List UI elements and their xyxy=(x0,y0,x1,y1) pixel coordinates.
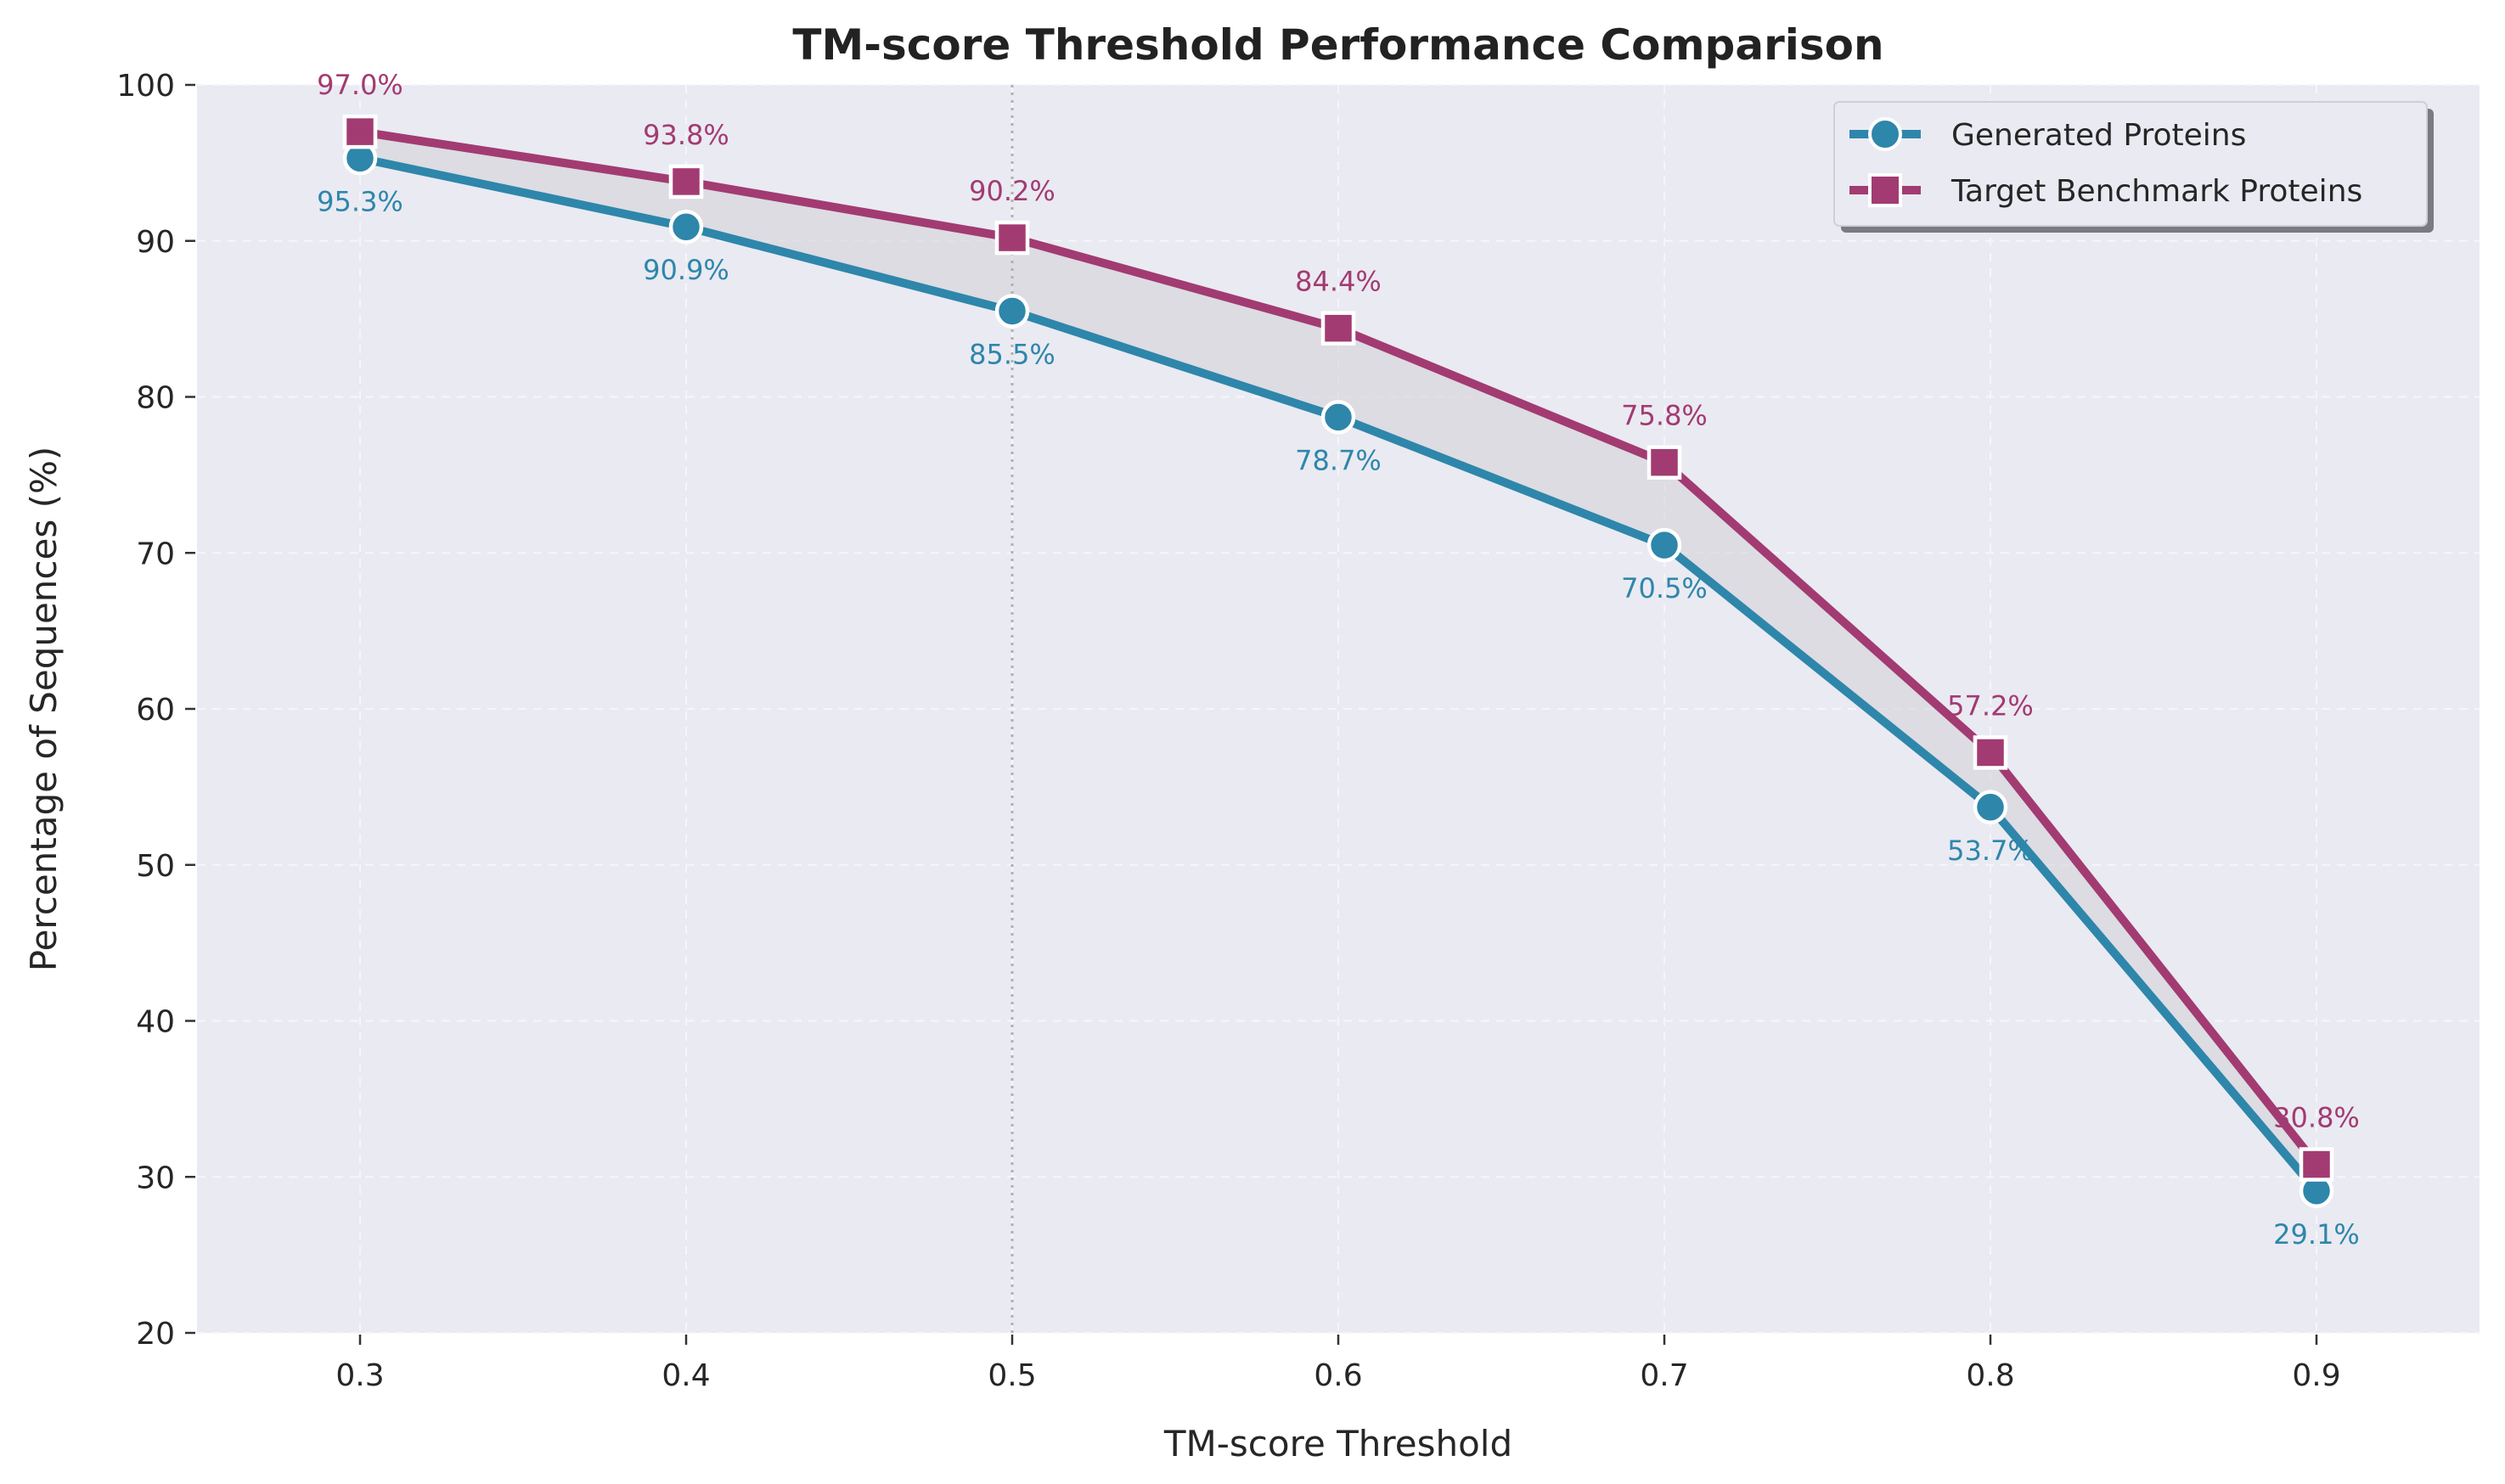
data-label: 95.3% xyxy=(317,185,403,217)
data-point-target xyxy=(668,164,704,200)
data-point-generated xyxy=(994,294,1030,329)
data-label: 97.0% xyxy=(317,69,403,101)
data-point-target xyxy=(2299,1147,2334,1182)
data-point-target xyxy=(1320,311,1356,346)
data-label: 84.4% xyxy=(1295,266,1382,298)
data-point-target xyxy=(1647,445,1682,480)
data-label: 30.8% xyxy=(2273,1102,2360,1134)
data-point-generated xyxy=(668,209,704,245)
x-tick-label: 0.5 xyxy=(988,1358,1036,1393)
x-tick-label: 0.9 xyxy=(2292,1358,2340,1393)
y-axis-label: Percentage of Sequences (%) xyxy=(23,447,65,972)
data-point-generated xyxy=(1647,527,1682,563)
data-label: 29.1% xyxy=(2273,1218,2360,1251)
series-markers xyxy=(342,114,2334,1209)
grid xyxy=(197,84,2480,1334)
legend: Generated Proteins Target Benchmark Prot… xyxy=(1833,101,2434,233)
legend-marker-generated xyxy=(1868,117,1902,151)
y-tick-label: 60 xyxy=(136,693,175,728)
data-point-target xyxy=(342,114,378,149)
data-point-generated xyxy=(1320,400,1356,435)
x-tick-label: 0.7 xyxy=(1640,1358,1688,1393)
y-tick-label: 70 xyxy=(136,537,175,571)
chart-title: TM-score Threshold Performance Compariso… xyxy=(792,20,1883,70)
y-tick-label: 100 xyxy=(116,69,175,104)
x-tick-label: 0.8 xyxy=(1966,1358,2014,1393)
legend-marker-target xyxy=(1868,173,1902,207)
data-labels: 95.3% 90.9% 85.5% 78.7% 70.5% 53.7% 29.1% 97.0%… xyxy=(317,69,2360,1251)
legend-box xyxy=(1833,101,2428,227)
y-tick-label: 80 xyxy=(136,381,175,416)
data-label: 93.8% xyxy=(643,119,729,151)
data-label: 78.7% xyxy=(1295,444,1382,476)
legend-label-generated: Generated Proteins xyxy=(1951,118,2246,153)
x-axis-label: TM-score Threshold xyxy=(1163,1423,1512,1464)
x-tick-label: 0.3 xyxy=(335,1358,384,1393)
y-tick-label: 30 xyxy=(136,1161,175,1195)
data-point-target xyxy=(994,220,1030,256)
data-label: 53.7% xyxy=(1947,835,2034,867)
data-label: 75.8% xyxy=(1621,400,1708,432)
y-tick-label: 20 xyxy=(136,1317,175,1352)
data-label: 85.5% xyxy=(969,338,1055,370)
data-point-target xyxy=(1973,735,2008,770)
y-tick-label: 50 xyxy=(136,849,175,884)
data-label: 90.2% xyxy=(969,175,1055,207)
data-point-generated xyxy=(1973,790,2008,825)
data-label: 90.9% xyxy=(643,254,729,286)
data-label: 70.5% xyxy=(1621,572,1708,604)
y-tick-label: 90 xyxy=(136,225,175,260)
x-tick-label: 0.6 xyxy=(1314,1358,1362,1393)
axes: 20 30 40 50 60 70 80 90 100 0.3 0.4 0.5 0.6 0.7 0.8 0.9 xyxy=(116,69,2340,1393)
legend-label-target: Target Benchmark Proteins xyxy=(1951,174,2362,209)
y-tick-label: 40 xyxy=(136,1005,175,1040)
data-label: 57.2% xyxy=(1947,689,2034,722)
x-tick-label: 0.4 xyxy=(661,1358,710,1393)
